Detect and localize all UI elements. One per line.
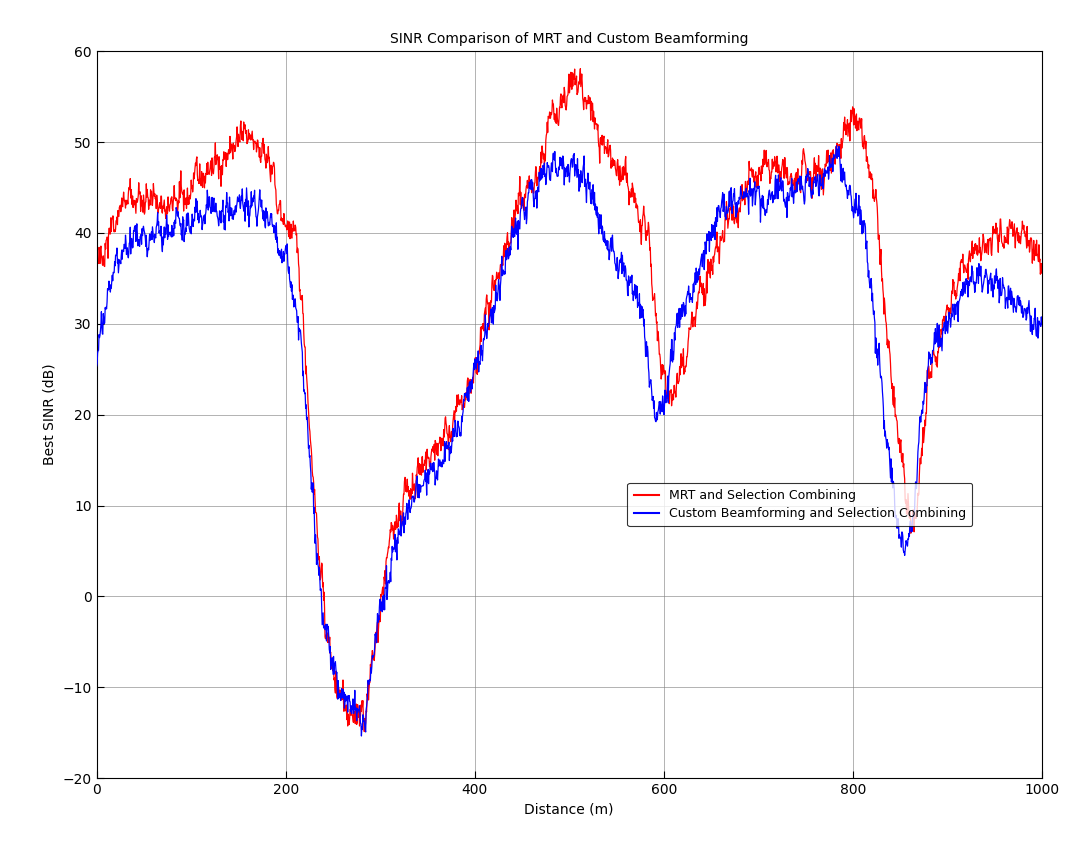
Custom Beamforming and Selection Combining xyxy=(1008,302,1021,312)
MRT and Selection Combining xyxy=(1008,243,1021,253)
MRT and Selection Combining xyxy=(1008,233,1021,244)
Custom Beamforming and Selection Combining xyxy=(139,229,151,239)
MRT and Selection Combining xyxy=(550,103,563,114)
Custom Beamforming and Selection Combining xyxy=(550,168,563,179)
Custom Beamforming and Selection Combining xyxy=(1035,319,1048,329)
Custom Beamforming and Selection Combining xyxy=(836,169,848,180)
Line: Custom Beamforming and Selection Combining: Custom Beamforming and Selection Combini… xyxy=(97,145,1042,736)
MRT and Selection Combining xyxy=(525,187,538,198)
MRT and Selection Combining xyxy=(1035,268,1048,279)
MRT and Selection Combining xyxy=(574,63,586,74)
Legend: MRT and Selection Combining, Custom Beamforming and Selection Combining: MRT and Selection Combining, Custom Beam… xyxy=(627,483,972,526)
Title: SINR Comparison of MRT and Custom Beamforming: SINR Comparison of MRT and Custom Beamfo… xyxy=(390,32,749,46)
Y-axis label: Best SINR (dB): Best SINR (dB) xyxy=(43,364,57,465)
MRT and Selection Combining xyxy=(358,727,371,737)
Line: MRT and Selection Combining: MRT and Selection Combining xyxy=(97,68,1042,732)
MRT and Selection Combining xyxy=(90,265,103,275)
Custom Beamforming and Selection Combining xyxy=(355,731,368,741)
MRT and Selection Combining xyxy=(836,143,848,153)
Custom Beamforming and Selection Combining xyxy=(830,140,843,150)
Custom Beamforming and Selection Combining xyxy=(90,361,103,371)
MRT and Selection Combining xyxy=(139,207,151,217)
X-axis label: Distance (m): Distance (m) xyxy=(524,803,614,817)
Custom Beamforming and Selection Combining xyxy=(525,174,538,185)
Custom Beamforming and Selection Combining xyxy=(1008,302,1021,312)
